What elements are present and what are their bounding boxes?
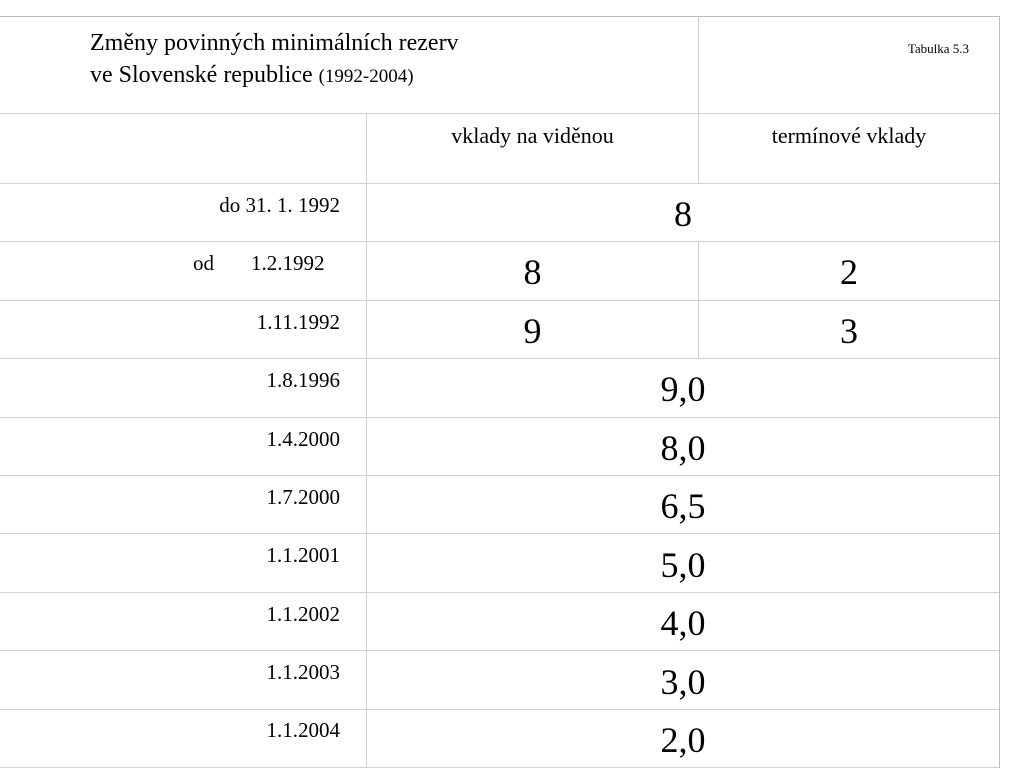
merged-value: 9,0 xyxy=(660,369,706,409)
time-deposit-value: 2 xyxy=(840,252,858,292)
merged-value: 4,0 xyxy=(660,603,706,643)
time-deposit-value: 3 xyxy=(840,311,858,351)
title-line-1: Změny povinných minimálních rezerv xyxy=(90,30,459,56)
row-divider xyxy=(0,358,999,359)
row-divider xyxy=(0,475,999,476)
column-header-time-deposits: termínové vklady xyxy=(771,123,927,148)
merged-value: 2,0 xyxy=(660,720,706,760)
date-prefix: od xyxy=(193,251,214,275)
row-date: 1.1.2001 xyxy=(266,543,341,567)
row-date: 1.11.1992 xyxy=(256,310,340,334)
table-title: Změny povinných minimálních rezerv ve Sl… xyxy=(90,27,459,93)
title-years: (1992-2004) xyxy=(318,66,414,87)
row-date: 1.1.2002 xyxy=(266,602,341,626)
merged-value: 8 xyxy=(674,194,692,234)
row-divider xyxy=(0,709,999,710)
table-number: Tabulka 5.3 xyxy=(907,41,969,56)
column-divider xyxy=(698,16,699,114)
row-divider xyxy=(0,650,999,651)
column-header-demand-deposits: vklady na viděnou xyxy=(451,123,614,148)
row-date: 1.1.2004 xyxy=(266,718,341,742)
column-divider xyxy=(698,241,699,359)
row-divider xyxy=(0,241,999,242)
demand-deposit-value: 8 xyxy=(523,252,542,292)
row-date: 1.8.1996 xyxy=(266,368,341,392)
row-divider xyxy=(0,533,999,534)
column-divider xyxy=(698,113,699,184)
demand-deposit-value: 9 xyxy=(523,311,542,351)
row-divider xyxy=(0,592,999,593)
row-date: 1.4.2000 xyxy=(266,427,341,451)
merged-value: 8,0 xyxy=(660,428,706,468)
row-divider xyxy=(0,417,999,418)
row-date: od 1.2.1992 xyxy=(193,251,340,276)
title-line-2: ve Slovenské republice (1992-2004) xyxy=(90,59,459,93)
row-date: do 31. 1. 1992 xyxy=(219,193,340,217)
title-country: ve Slovenské republice xyxy=(90,62,313,88)
date-value: 1.2.1992 xyxy=(251,251,325,275)
row-divider xyxy=(0,300,999,301)
row-date: 1.1.2003 xyxy=(266,660,341,684)
merged-value: 6,5 xyxy=(660,486,706,526)
reserve-table xyxy=(0,16,1000,768)
row-divider xyxy=(0,183,999,184)
row-date: 1.7.2000 xyxy=(266,485,341,509)
column-divider xyxy=(366,113,367,768)
row-divider xyxy=(0,113,999,114)
merged-value: 5,0 xyxy=(660,545,706,585)
merged-value: 3,0 xyxy=(660,662,706,702)
